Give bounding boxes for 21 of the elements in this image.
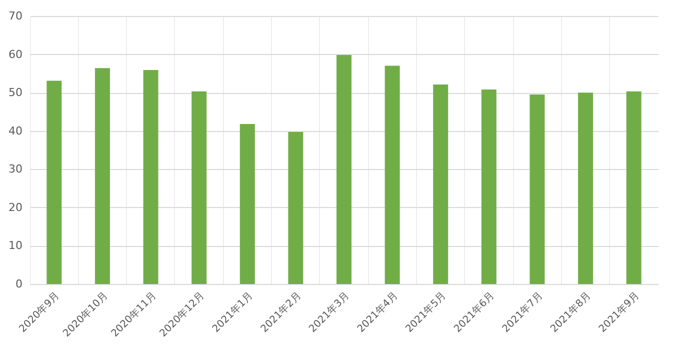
y-tick-label: 10 — [8, 239, 22, 252]
bar — [240, 124, 255, 284]
bar — [433, 84, 448, 284]
bar — [288, 132, 304, 284]
y-tick-label: 50 — [8, 86, 22, 100]
bar — [192, 91, 207, 284]
y-tick-label: 60 — [8, 48, 22, 61]
y-tick-label: 30 — [8, 162, 22, 176]
y-tick-label: 70 — [8, 10, 22, 22]
y-tick-label: 0 — [16, 278, 22, 290]
bar — [578, 92, 594, 284]
bar — [626, 91, 642, 284]
y-tick-label: 40 — [8, 124, 22, 138]
bar — [481, 90, 496, 284]
bar — [384, 66, 400, 284]
bar — [46, 80, 62, 284]
bar — [530, 94, 545, 284]
bar — [94, 68, 110, 284]
y-tick-label: 20 — [8, 200, 22, 214]
bar — [336, 55, 352, 284]
bar — [143, 70, 158, 284]
